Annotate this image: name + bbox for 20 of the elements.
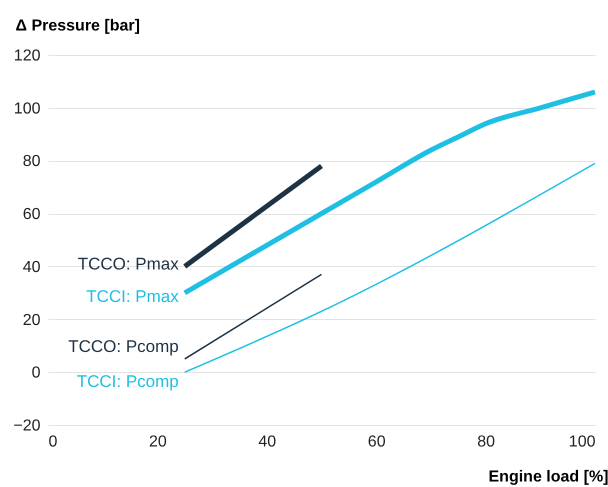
y-tick-label: 100: [14, 100, 41, 118]
series-label: TCCI: Pcomp: [76, 372, 179, 392]
y-tick-label: 0: [32, 364, 41, 382]
series-label: TCCI: Pmax: [86, 286, 180, 306]
y-tick-label: 20: [22, 312, 41, 329]
x-tick-label: 0: [48, 434, 58, 450]
y-tick-label: 80: [22, 153, 41, 170]
y-tick-label: 40: [22, 258, 41, 276]
x-tick-label: 80: [477, 434, 496, 450]
x-tick-label: 40: [258, 434, 276, 450]
y-tick-label: 60: [22, 206, 41, 224]
x-tick-label: 20: [149, 434, 167, 450]
series-label: TCCO: Pmax: [78, 254, 180, 274]
x-axis-title: Engine load [%]: [488, 468, 608, 486]
x-tick-label: 100: [568, 434, 596, 450]
x-tick-label: 60: [368, 434, 386, 450]
y-axis-title: Δ Pressure [bar]: [16, 18, 140, 34]
y-tick-label: −20: [13, 418, 41, 434]
y-tick-label: 120: [14, 48, 41, 64]
series-label: TCCO: Pcomp: [68, 336, 179, 356]
